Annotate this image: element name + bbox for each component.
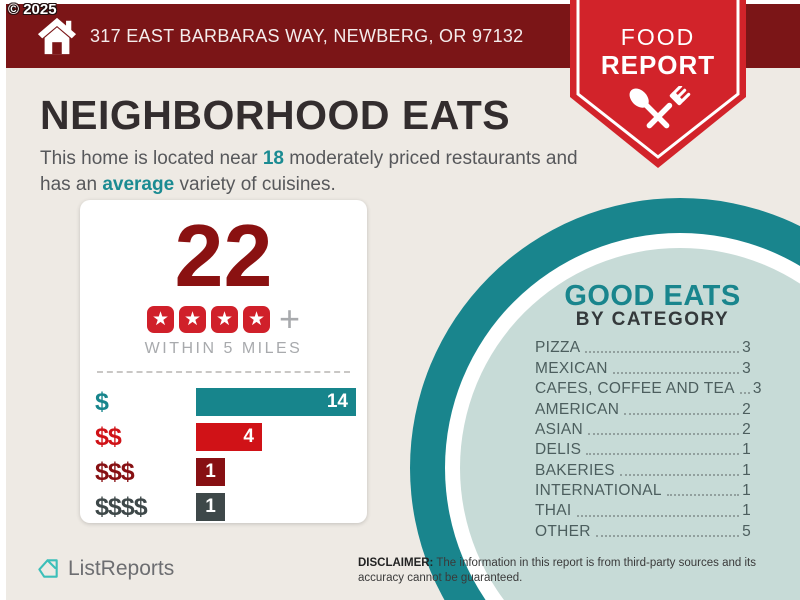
star-icon: ★ (242, 305, 270, 333)
spoon-fork-icon (629, 86, 691, 129)
category-count: 2 (742, 400, 751, 418)
restaurant-total-count: 22 (174, 206, 273, 305)
dotted-leader (586, 453, 740, 456)
category-count: 5 (742, 522, 751, 540)
price-bar-value: 1 (205, 461, 216, 482)
category-row: DELIS 1 (535, 438, 751, 458)
category-row: OTHER 5 (535, 520, 751, 540)
dotted-leader (588, 432, 740, 435)
category-row: CAFES, COFFEE AND TEA 3 (535, 377, 761, 398)
category-row: BAKERIES 1 (535, 458, 751, 479)
price-bar-chart: $14 $$ 4 $$$ 1 $$$$ 1 (80, 388, 367, 521)
dotted-leader (619, 473, 740, 476)
category-name: AMERICAN (535, 400, 620, 418)
plus-sign: + (278, 298, 301, 339)
dotted-leader (612, 371, 740, 374)
subtitle-text: This home is located near (40, 148, 263, 169)
price-bar: 4 (196, 423, 262, 451)
price-bar-row: $$$ 1 (95, 458, 367, 486)
price-bar-row: $$$$ 1 (95, 493, 367, 521)
category-count: 3 (742, 339, 751, 357)
left-edge-strip (0, 0, 6, 600)
category-name: BAKERIES (535, 461, 615, 479)
price-bar: 1 (196, 493, 225, 521)
category-name: THAI (535, 502, 572, 520)
restaurant-summary-card: 22 ★ ★ ★ ★ + WITHIN 5 MILES $14 $$ 4 $$$ 1 $$$$ 1 (80, 200, 367, 523)
category-count: 1 (742, 461, 751, 479)
category-row: THAI 1 (535, 499, 751, 519)
category-count: 3 (742, 359, 751, 377)
category-count: 1 (742, 502, 751, 520)
star-rating: ★ ★ ★ ★ + (80, 298, 367, 339)
category-count: 3 (752, 380, 762, 398)
dotted-leader (595, 534, 740, 537)
home-icon (36, 16, 78, 61)
badge-title-line1: FOOD (620, 24, 696, 50)
category-row: PIZZA 3 (535, 336, 751, 356)
ribbon-shape (570, 0, 746, 168)
category-count: 1 (742, 441, 751, 459)
price-bar-row: $14 (95, 388, 367, 416)
dotted-leader (739, 392, 750, 395)
variety-highlight: average (102, 174, 175, 196)
dotted-leader (585, 351, 740, 354)
category-name: MEXICAN (535, 359, 608, 377)
dotted-leader (666, 494, 740, 497)
price-bar: 1 (196, 458, 225, 486)
price-bar-row: $$ 4 (95, 423, 367, 451)
category-list: PIZZA 3 MEXICAN 3 CAFES, COFFEE AND TEA 3 AMER… (535, 336, 761, 540)
category-row: AMERICAN 2 (535, 397, 751, 418)
listreports-logo: ListReports (36, 556, 174, 581)
category-name: INTERNATIONAL (535, 482, 662, 500)
category-count: 1 (742, 482, 751, 500)
radius-label: WITHIN 5 MILES (144, 340, 303, 357)
disclaimer-label: DISCLAIMER: (358, 557, 434, 569)
dashed-divider (97, 371, 350, 373)
category-row: INTERNATIONAL 1 (535, 479, 751, 499)
price-bar-value: 4 (243, 426, 254, 447)
category-name: PIZZA (535, 339, 581, 357)
dotted-leader (624, 412, 740, 415)
star-icon: ★ (210, 305, 238, 333)
category-row: MEXICAN 3 (535, 356, 751, 377)
food-report-badge: FOOD REPORT (570, 0, 746, 172)
star-chips: ★ ★ ★ ★ (146, 305, 270, 333)
star-icon: ★ (146, 305, 174, 333)
copyright-text: © 2025 (8, 1, 57, 18)
listreports-wordmark: ListReports (68, 556, 175, 580)
good-eats-title: GOOD EATS (564, 280, 741, 312)
price-tier-label: $$ (95, 422, 122, 451)
price-bar-value: 14 (326, 391, 348, 412)
price-bar: 14 (196, 388, 356, 416)
top-edge-strip (0, 0, 800, 4)
category-name: DELIS (535, 441, 582, 459)
listreports-house-icon (38, 559, 58, 578)
price-tier-label: $ (95, 387, 109, 416)
price-tier-label: $$$ (95, 457, 135, 486)
property-address: 317 EAST BARBARAS WAY, NEWBERG, OR 97132 (90, 26, 524, 46)
price-tier-label: $$$$ (95, 492, 148, 521)
category-name: ASIAN (535, 420, 584, 438)
restaurant-count-highlight: 18 (262, 148, 284, 169)
category-count: 2 (742, 420, 751, 438)
good-eats-subtitle: BY CATEGORY (575, 309, 730, 330)
page-title: NEIGHBORHOOD EATS (40, 92, 511, 138)
category-row: ASIAN 2 (535, 418, 751, 438)
disclaimer-text: DISCLAIMER: The information in this repo… (358, 557, 756, 584)
dotted-leader (576, 514, 740, 517)
category-name: CAFES, COFFEE AND TEA (535, 380, 735, 398)
price-bar-value: 1 (205, 496, 216, 517)
star-icon: ★ (178, 305, 206, 333)
category-name: OTHER (535, 522, 591, 540)
page-subtitle: This home is located near 18 moderately … (40, 148, 578, 196)
badge-title-line2: REPORT (600, 50, 716, 80)
